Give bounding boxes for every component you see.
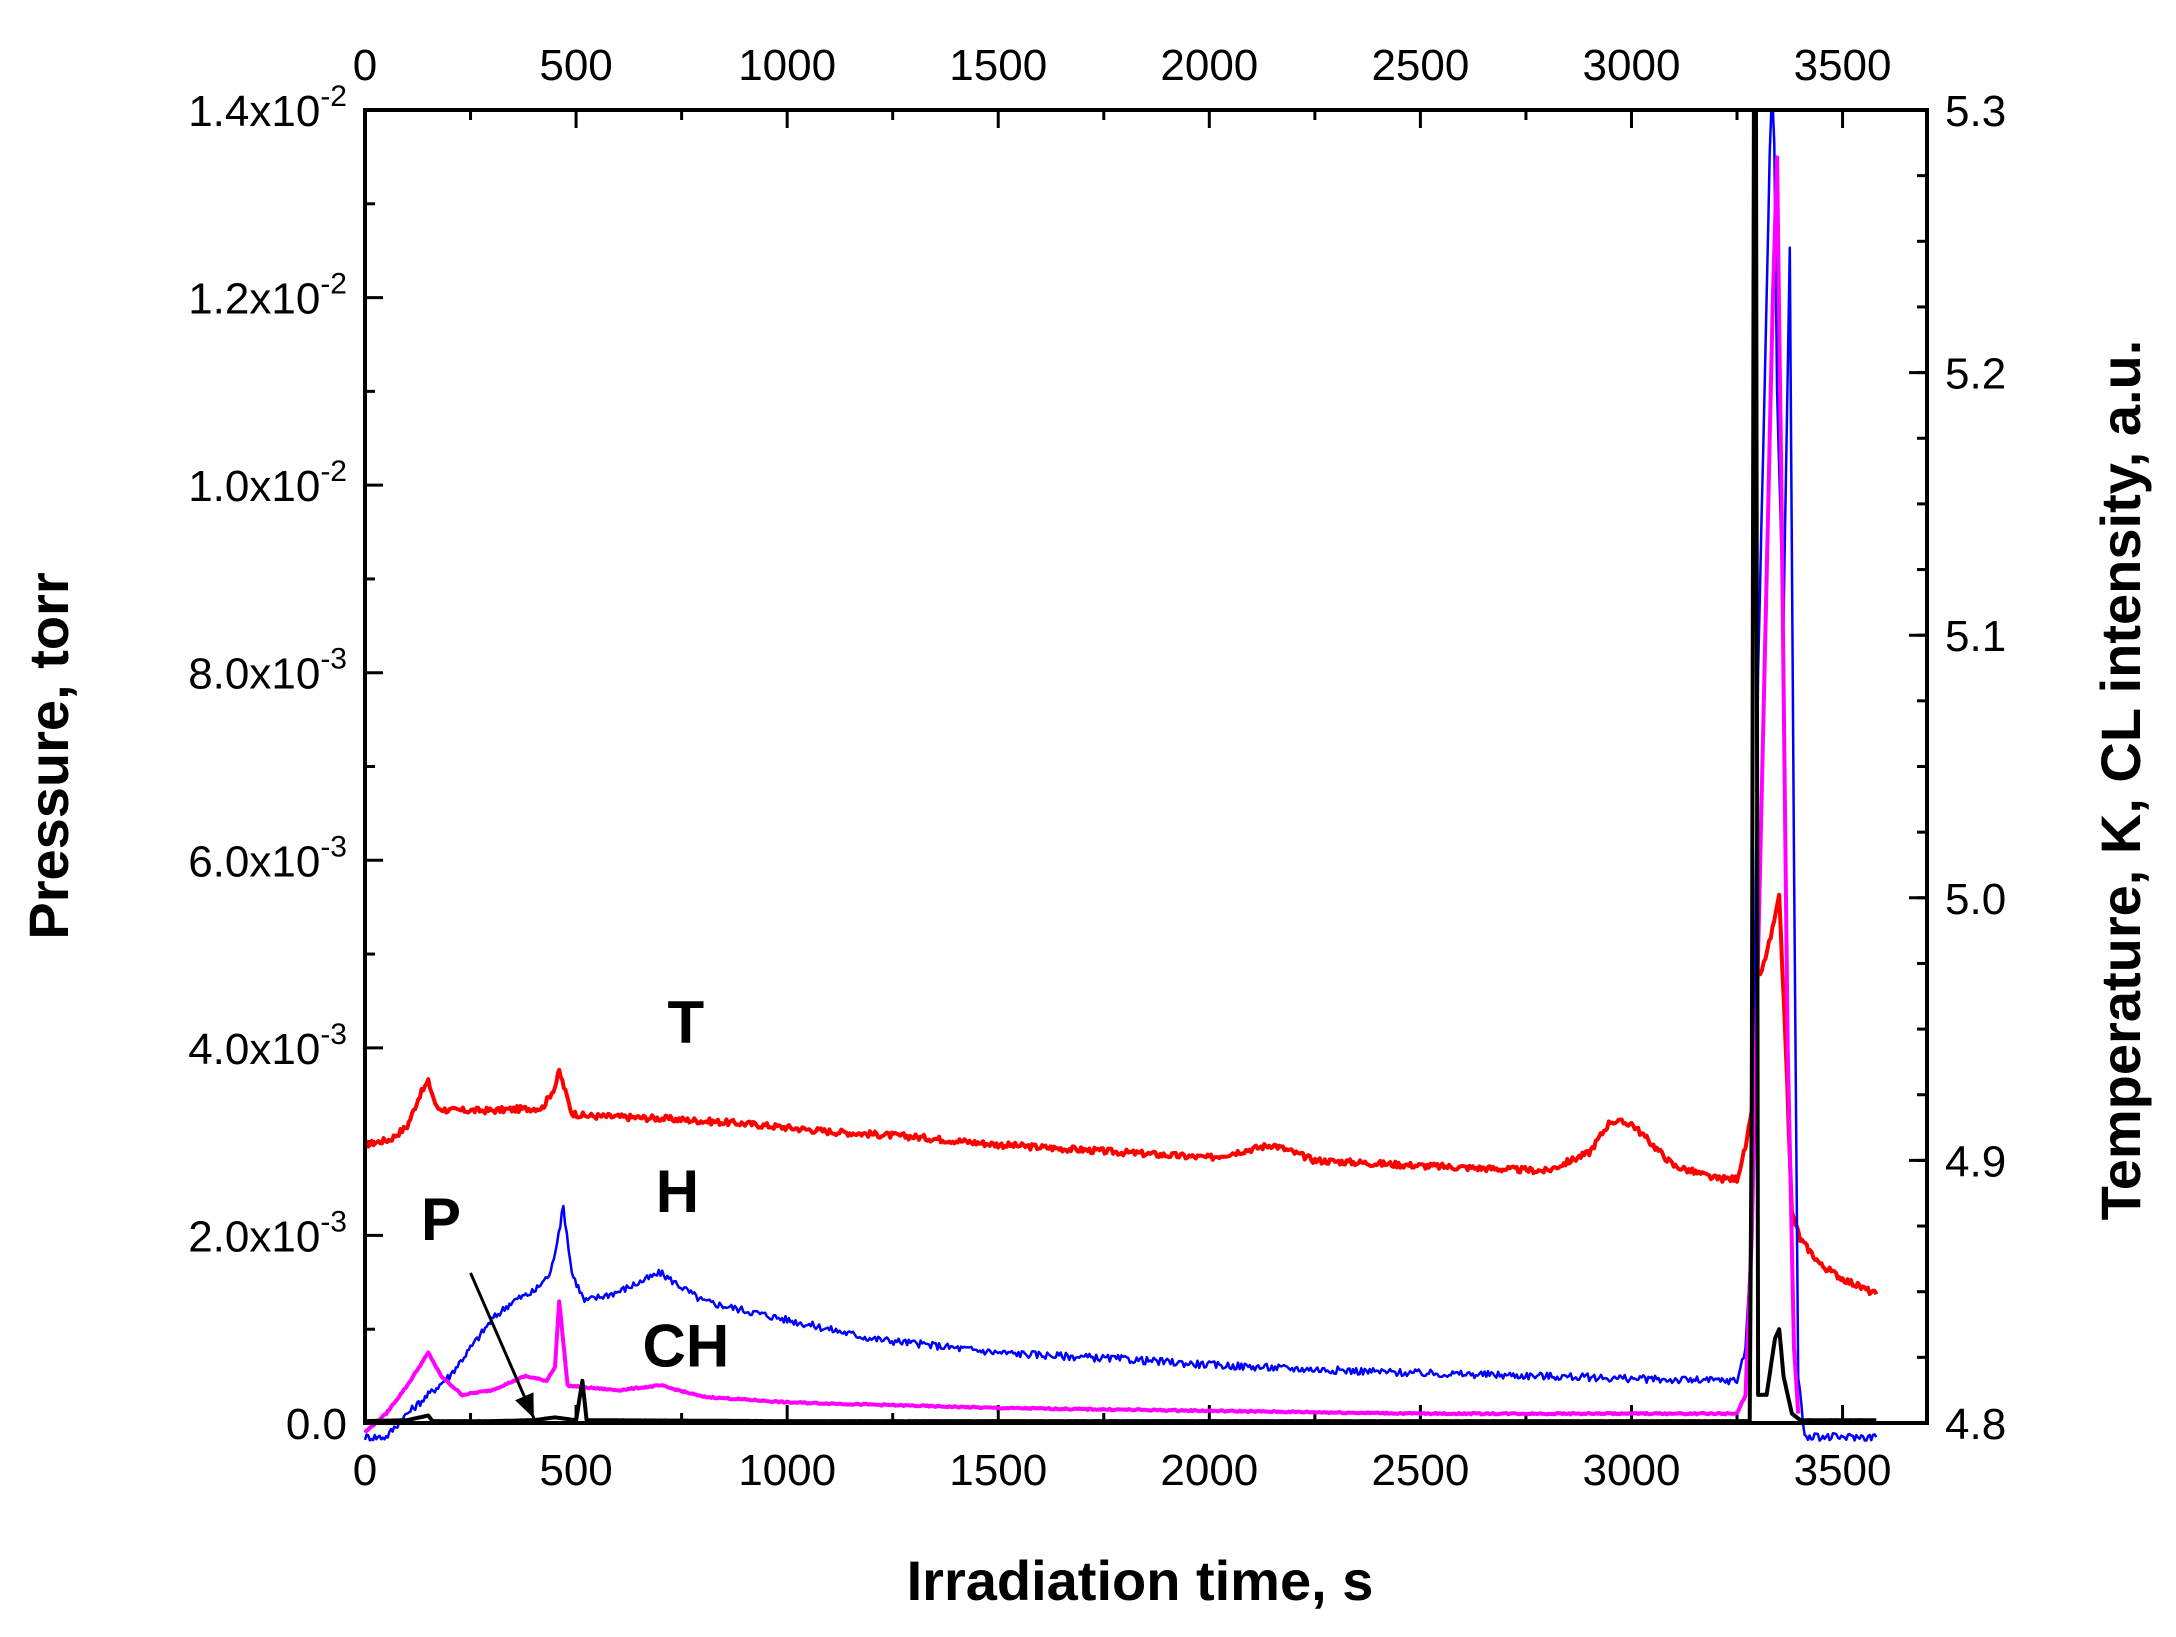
y-right-tick-label: 5.0 bbox=[1945, 875, 2006, 924]
tick-labels: 0 0 500 500 1000 1000 1500 1500 2000 2000 2500 2500… bbox=[188, 41, 2006, 1495]
x-tick-label-bottom: 1000 bbox=[738, 1446, 836, 1495]
y-axis-left-title: Pressure, torr bbox=[17, 572, 80, 939]
x-tick-label-bottom: 3000 bbox=[1583, 1446, 1681, 1495]
y-right-tick-label: 4.8 bbox=[1945, 1400, 2006, 1449]
series-line-p bbox=[364, 108, 1877, 1424]
p-arrow-line bbox=[469, 1272, 536, 1419]
y-right-tick-label: 4.9 bbox=[1945, 1137, 2006, 1186]
x-tick-label-top: 3500 bbox=[1794, 41, 1892, 90]
x-tick-label-top: 0 bbox=[353, 41, 377, 90]
series-label-h: H bbox=[656, 1158, 699, 1225]
y-right-tick-label: 5.2 bbox=[1945, 350, 2006, 399]
series-line-ch bbox=[363, 155, 1801, 1434]
x-tick-label-top: 2000 bbox=[1160, 41, 1258, 90]
y-right-tick-label: 5.3 bbox=[1945, 87, 2006, 136]
y-right-tick-label: 5.1 bbox=[1945, 612, 2006, 661]
x-tick-label-top: 3000 bbox=[1583, 41, 1681, 90]
y-left-tick-label: 8.0x10-3 bbox=[188, 643, 347, 699]
y-left-tick-label: 6.0x10-3 bbox=[188, 830, 347, 886]
x-tick-label-top: 1000 bbox=[738, 41, 836, 90]
p-arrow-head bbox=[515, 1392, 534, 1419]
x-tick-label-bottom: 3500 bbox=[1794, 1446, 1892, 1495]
x-tick-label-top: 1500 bbox=[949, 41, 1047, 90]
x-tick-label-top: 500 bbox=[539, 41, 612, 90]
series-label-ch: CH bbox=[643, 1313, 730, 1380]
y-left-tick-label: 0.0 bbox=[286, 1400, 347, 1449]
x-tick-label-top: 2500 bbox=[1371, 41, 1469, 90]
series-line-t bbox=[364, 892, 1879, 1296]
x-tick-label-bottom: 0 bbox=[353, 1446, 377, 1495]
series-label-p: P bbox=[421, 1186, 461, 1253]
x-tick-label-bottom: 1500 bbox=[949, 1446, 1047, 1495]
y-axis-right-title: Temperature, K, CL intensity, a.u. bbox=[2089, 340, 2152, 1221]
y-left-tick-label: 1.0x10-2 bbox=[188, 455, 347, 511]
x-tick-label-bottom: 500 bbox=[539, 1446, 612, 1495]
y-left-tick-label: 4.0x10-3 bbox=[188, 1018, 347, 1074]
x-tick-label-bottom: 2500 bbox=[1371, 1446, 1469, 1495]
series-label-t: T bbox=[668, 989, 705, 1056]
x-axis-title: Irradiation time, s bbox=[907, 1549, 1374, 1612]
series-annotations: T H P CH bbox=[421, 989, 730, 1419]
series-line-h bbox=[363, 108, 1878, 1442]
axis-ticks bbox=[363, 108, 1927, 1425]
y-left-tick-label: 1.4x10-2 bbox=[188, 80, 347, 136]
x-tick-label-bottom: 2000 bbox=[1160, 1446, 1258, 1495]
y-left-tick-label: 2.0x10-3 bbox=[188, 1205, 347, 1261]
data-series bbox=[363, 108, 1879, 1442]
plot-frame bbox=[363, 108, 1929, 1425]
y-left-tick-label: 1.2x10-2 bbox=[188, 268, 347, 324]
